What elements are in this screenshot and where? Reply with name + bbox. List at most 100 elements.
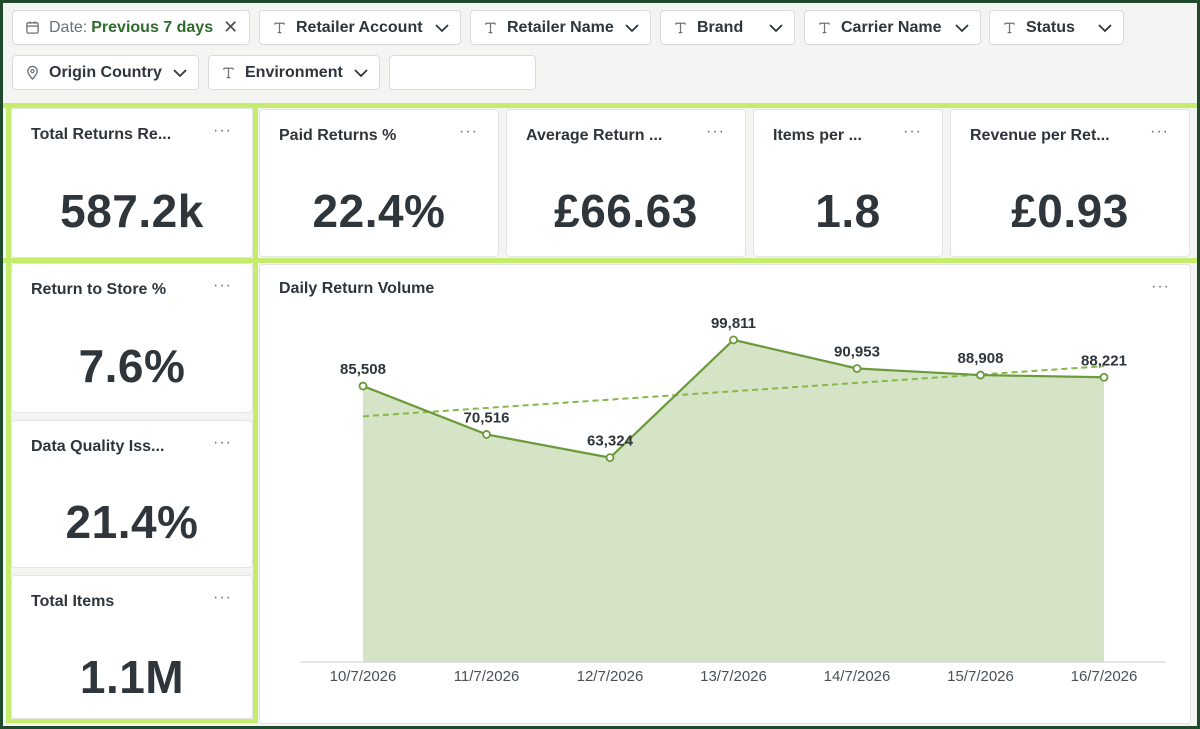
kpi-card-return-to-store: Return to Store % ··· 7.6%: [11, 263, 253, 413]
chevron-down-icon: [354, 68, 368, 77]
chevron-down-icon: [955, 23, 969, 32]
more-options-icon[interactable]: ···: [706, 123, 725, 140]
x-tick-label: 14/7/2026: [824, 668, 891, 685]
kpi-value: 587.2k: [60, 185, 204, 237]
kpi-card-revenue-per: Revenue per Ret... ··· £0.93: [950, 109, 1190, 257]
more-options-icon[interactable]: ···: [1151, 278, 1170, 295]
panel-divider: [253, 258, 258, 723]
more-options-icon[interactable]: ···: [1150, 123, 1169, 140]
data-point: [976, 370, 985, 380]
data-label: 88,221: [1081, 352, 1127, 369]
panel-divider: [3, 258, 1197, 263]
kpi-card-total-items: Total Items ··· 1.1M: [11, 575, 253, 719]
brand-filter[interactable]: Brand: [660, 10, 795, 45]
more-options-icon[interactable]: ···: [213, 277, 232, 294]
more-options-icon[interactable]: ···: [903, 123, 922, 140]
data-point: [482, 430, 491, 439]
environment-label: Environment: [245, 63, 343, 81]
calendar-icon: [24, 20, 40, 36]
date-filter-value: Previous 7 days: [91, 18, 214, 36]
kpi-value: 22.4%: [312, 185, 446, 237]
kpi-value: £66.63: [554, 185, 698, 237]
data-label: 70,516: [464, 409, 510, 426]
chevron-down-icon: [435, 23, 449, 32]
data-label: 85,508: [340, 361, 386, 378]
data-point: [1099, 372, 1109, 382]
kpi-card-paid-returns: Paid Returns % ··· 22.4%: [259, 109, 499, 257]
kpi-title: Paid Returns %: [279, 127, 397, 144]
kpi-value: 21.4%: [65, 496, 199, 548]
data-label: 90,953: [834, 343, 880, 360]
text-type-icon: [482, 20, 498, 36]
text-filter-input[interactable]: [389, 55, 536, 90]
location-pin-icon: [24, 65, 40, 81]
kpi-title: Items per ...: [773, 127, 862, 144]
close-icon[interactable]: ✕: [223, 17, 239, 37]
text-type-icon: [271, 20, 287, 36]
data-point: [358, 381, 368, 391]
kpi-title: Average Return ...: [526, 127, 663, 144]
kpi-value: 7.6%: [78, 340, 186, 392]
kpi-card-average-return: Average Return ... ··· £66.63: [506, 109, 746, 257]
x-tick-label: 13/7/2026: [700, 668, 767, 685]
status-filter[interactable]: Status: [989, 10, 1124, 45]
data-point: [852, 364, 862, 373]
panel-divider: [253, 103, 258, 263]
x-tick-label: 15/7/2026: [947, 668, 1014, 685]
origin-country-filter[interactable]: Origin Country: [12, 55, 199, 90]
kpi-title: Total Items: [31, 593, 115, 610]
text-type-icon: [220, 65, 236, 81]
panel-divider: [6, 258, 11, 723]
chart-title: Daily Return Volume: [279, 280, 435, 297]
chevron-down-icon: [1098, 23, 1112, 32]
date-filter-prefix: Date:: [49, 18, 88, 36]
panel-divider: [6, 103, 11, 263]
chevron-down-icon: [769, 23, 783, 32]
kpi-title: Total Returns Re...: [31, 126, 172, 143]
panel-divider: [6, 719, 258, 723]
kpi-title: Data Quality Iss...: [31, 438, 165, 455]
environment-filter[interactable]: Environment: [208, 55, 380, 90]
kpi-card-items-per: Items per ... ··· 1.8: [753, 109, 943, 257]
kpi-title: Revenue per Ret...: [970, 127, 1110, 144]
status-label: Status: [1026, 18, 1075, 36]
data-point: [605, 453, 615, 463]
x-tick-label: 12/7/2026: [577, 668, 644, 685]
date-filter[interactable]: Date: Previous 7 days ✕: [12, 10, 250, 45]
retailer-name-label: Retailer Name: [507, 18, 614, 36]
origin-country-label: Origin Country: [49, 63, 162, 81]
brand-label: Brand: [697, 18, 744, 36]
more-options-icon[interactable]: ···: [213, 589, 232, 606]
x-tick-label: 16/7/2026: [1071, 668, 1138, 685]
retailer-name-filter[interactable]: Retailer Name: [470, 10, 651, 45]
carrier-name-label: Carrier Name: [841, 18, 942, 36]
series-area: [363, 339, 1104, 662]
kpi-value: £0.93: [1011, 185, 1129, 237]
more-options-icon[interactable]: ···: [213, 434, 232, 451]
chevron-down-icon: [625, 23, 639, 32]
data-label: 88,908: [958, 350, 1004, 367]
trend-line: [362, 365, 1105, 418]
x-tick-label: 11/7/2026: [454, 668, 520, 685]
text-type-icon: [1001, 20, 1017, 36]
data-point: [729, 335, 738, 345]
data-label: 99,811: [711, 315, 756, 332]
kpi-card-data-quality: Data Quality Iss... ··· 21.4%: [11, 420, 253, 568]
more-options-icon[interactable]: ···: [459, 123, 478, 140]
daily-return-volume-chart: Daily Return Volume ··· 85,508 10/7/2026 7…: [259, 264, 1191, 724]
kpi-value: 1.1M: [79, 651, 185, 703]
chart-plot: 85,508 10/7/2026 70,516 11/7/2026 63,324 12/7…: [300, 315, 1165, 685]
x-tick-label: 10/7/2026: [330, 668, 397, 685]
carrier-name-filter[interactable]: Carrier Name: [804, 10, 981, 45]
data-label: 63,324: [587, 433, 634, 450]
more-options-icon[interactable]: ···: [213, 122, 232, 139]
kpi-card-total-returns: Total Returns Re... ··· 587.2k: [11, 108, 253, 258]
retailer-account-label: Retailer Account: [296, 18, 423, 36]
text-type-icon: [816, 20, 832, 36]
panel-divider: [3, 103, 1197, 108]
kpi-value: 1.8: [815, 185, 881, 237]
chevron-down-icon: [173, 68, 187, 77]
retailer-account-filter[interactable]: Retailer Account: [259, 10, 461, 45]
kpi-title: Return to Store %: [31, 281, 167, 298]
